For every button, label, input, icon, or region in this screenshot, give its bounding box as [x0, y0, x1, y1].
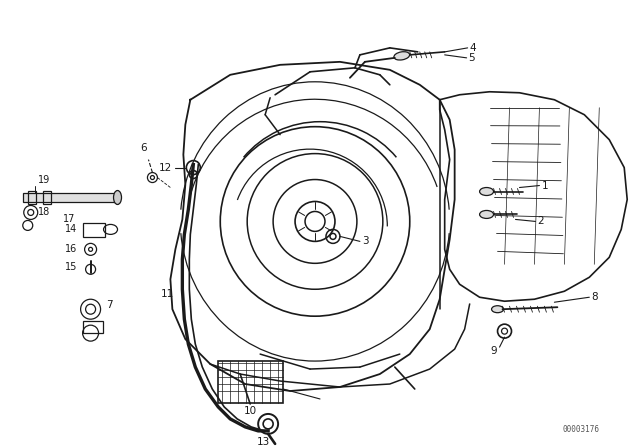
- Bar: [43, 190, 51, 204]
- Text: 9: 9: [490, 346, 497, 356]
- Text: 18: 18: [38, 207, 50, 217]
- Text: 8: 8: [591, 292, 598, 302]
- Text: 11: 11: [161, 289, 174, 299]
- Text: 15: 15: [65, 263, 77, 272]
- Bar: [218, 361, 283, 403]
- Text: 4: 4: [470, 43, 476, 53]
- Text: 19: 19: [38, 175, 50, 185]
- Text: 3: 3: [362, 237, 369, 246]
- Text: 00003176: 00003176: [563, 425, 599, 434]
- Bar: [83, 321, 102, 333]
- Text: 5: 5: [468, 53, 476, 63]
- Bar: [23, 193, 118, 202]
- Text: 13: 13: [257, 437, 270, 447]
- Ellipse shape: [394, 52, 410, 60]
- Text: 7: 7: [106, 300, 113, 310]
- Text: 10: 10: [244, 406, 257, 416]
- Text: 6: 6: [140, 142, 147, 153]
- Ellipse shape: [479, 188, 493, 195]
- Text: 16: 16: [65, 244, 77, 254]
- Text: 1: 1: [541, 181, 548, 190]
- Ellipse shape: [113, 190, 122, 204]
- Text: 2: 2: [538, 216, 544, 226]
- Bar: [83, 224, 104, 237]
- Ellipse shape: [492, 306, 504, 313]
- Text: 14: 14: [65, 224, 77, 234]
- Text: 12: 12: [159, 163, 172, 172]
- Text: 17: 17: [63, 215, 75, 224]
- Bar: [28, 190, 36, 204]
- Ellipse shape: [479, 211, 493, 219]
